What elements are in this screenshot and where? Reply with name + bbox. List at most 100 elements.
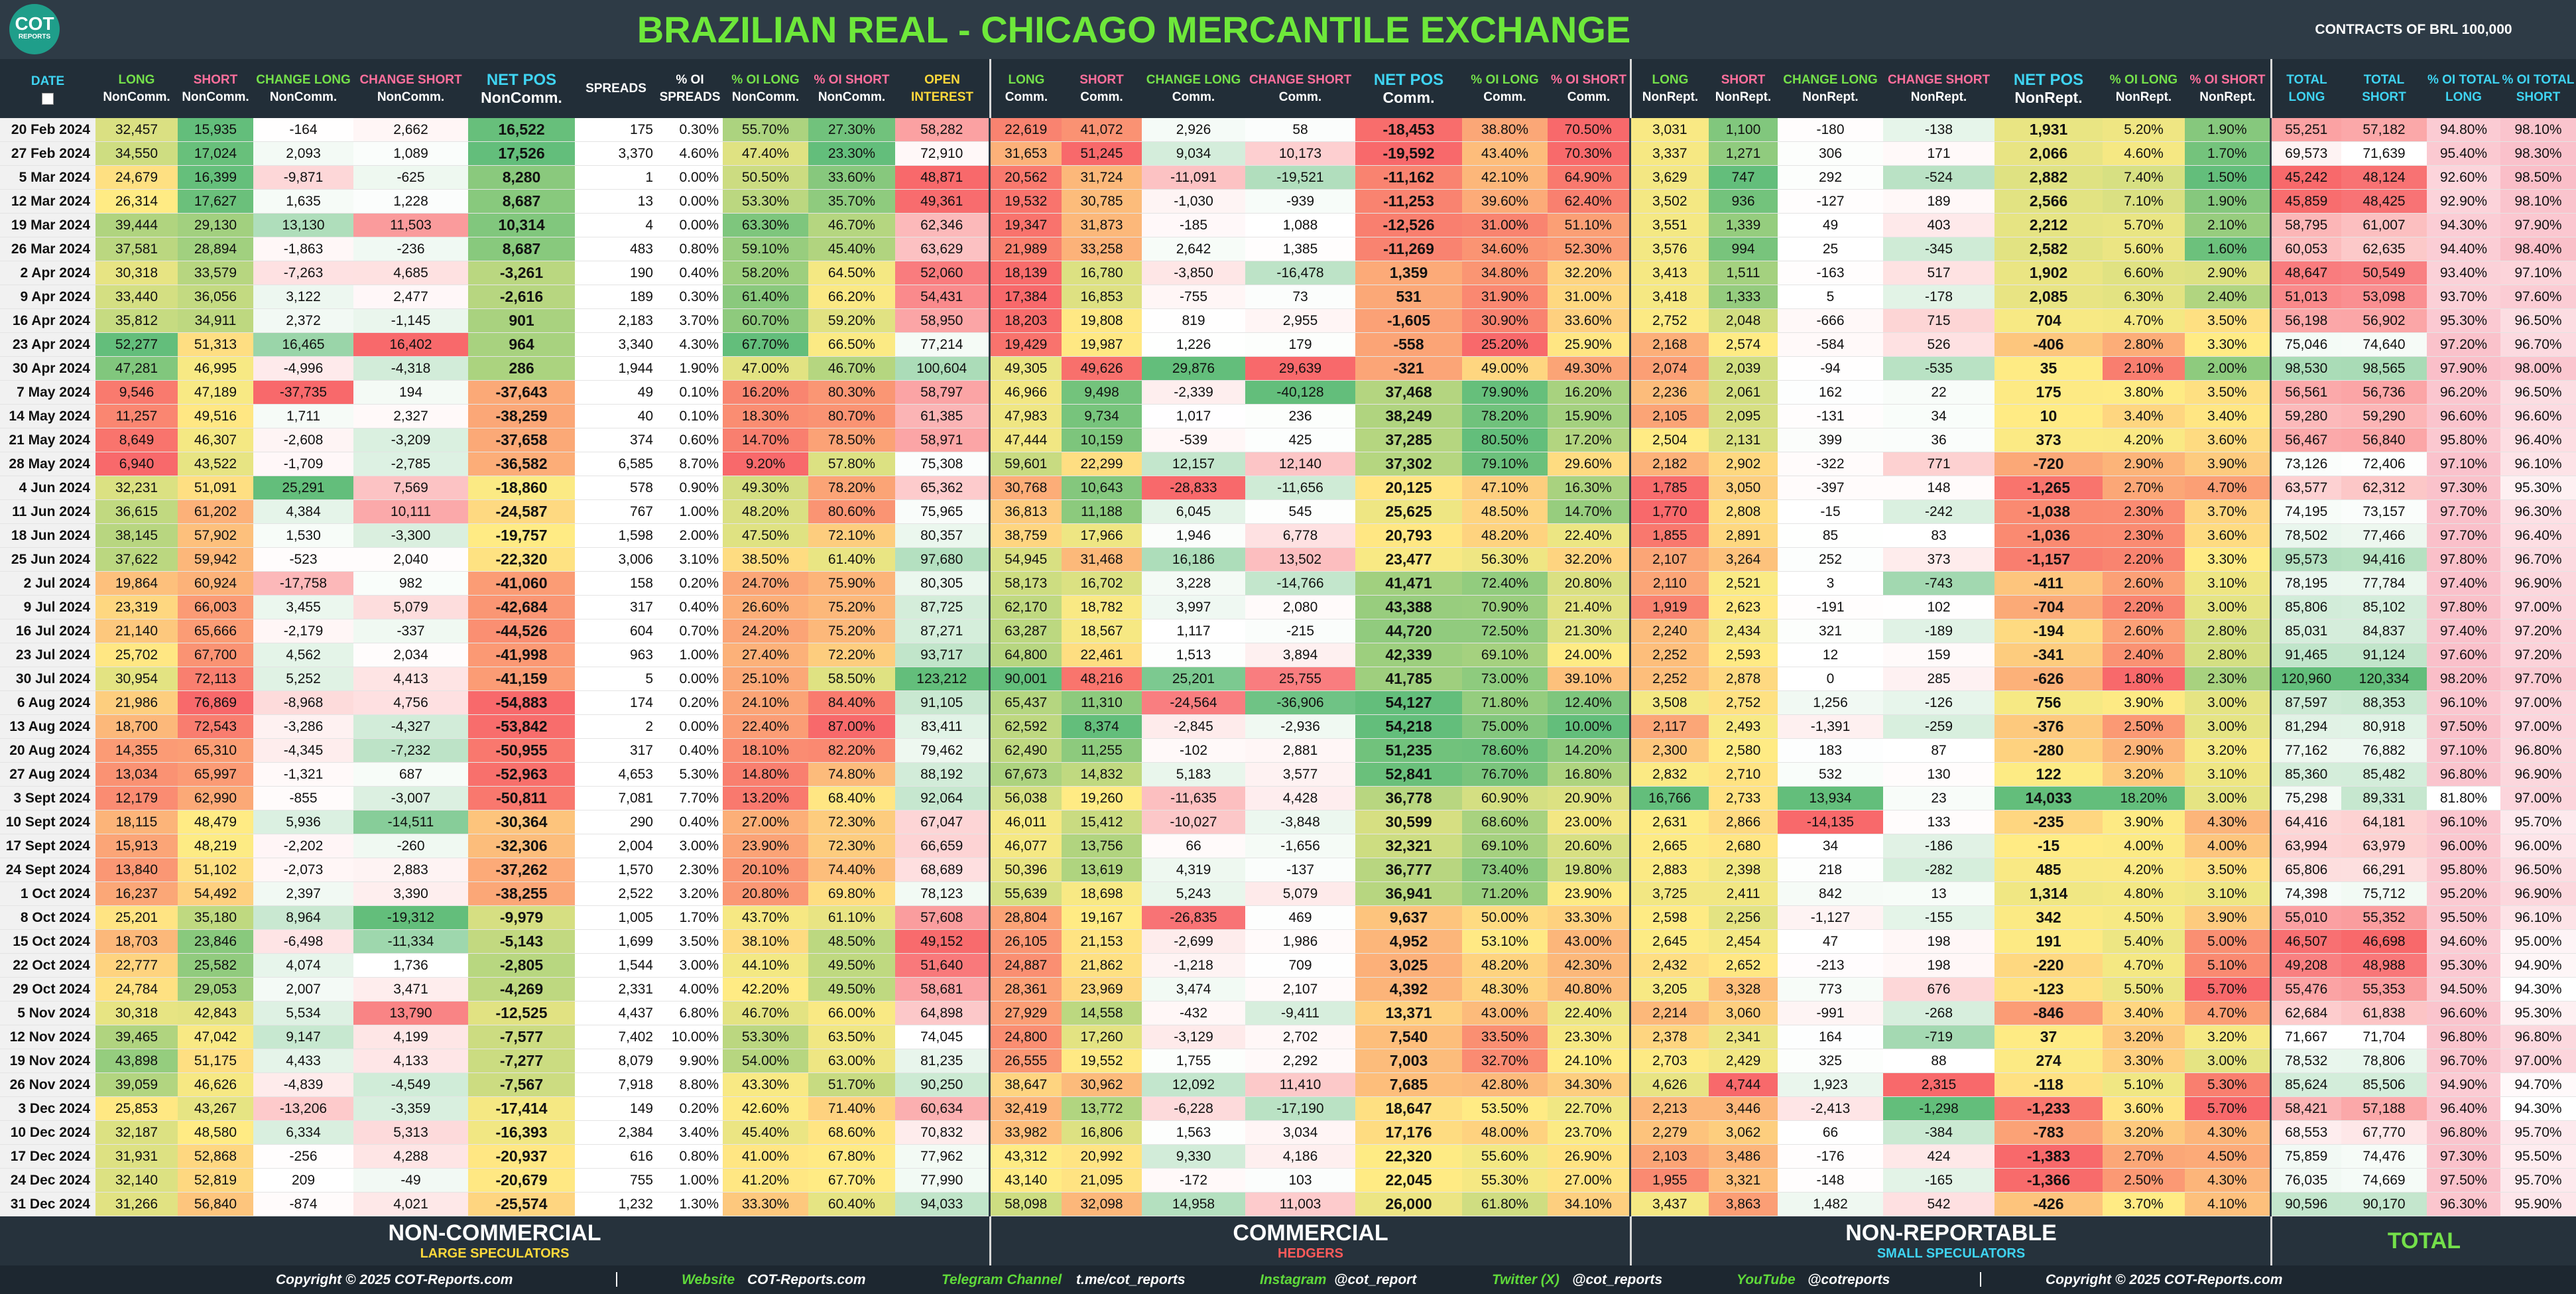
cell: 58,098 (988, 1192, 1062, 1216)
cell: 31.90% (1462, 285, 1548, 309)
cell: 687 (353, 762, 468, 787)
cell-text: 4.70% (2124, 312, 2164, 328)
cell: 17 Dec 2024 (0, 1144, 95, 1169)
cell-text: 3.90% (2207, 456, 2247, 472)
cell-text: 96.90% (2514, 885, 2562, 901)
cell-text: 3,264 (1725, 551, 1761, 567)
cell-text: 30,318 (115, 1005, 158, 1021)
cell-text: 97.00% (2514, 718, 2562, 734)
cell: -180 (1778, 118, 1883, 142)
cell: 3.10% (2185, 571, 2270, 596)
cell: 2,623 (1709, 595, 1778, 619)
header-text: % OI SHORT (814, 72, 890, 87)
cell-text: 22,299 (1080, 456, 1123, 472)
group-name: NON-REPORTABLE (1845, 1220, 2057, 1246)
cell-text: 3.30% (2207, 336, 2247, 352)
cell: 52,060 (895, 261, 989, 285)
cell-text: 46,077 (1005, 838, 1048, 854)
cell-text: 3,894 (1282, 647, 1318, 663)
group-label: NON-REPORTABLE SMALL SPECULATORS (1630, 1216, 2270, 1265)
link[interactable]: COT-Reports.com (747, 1272, 866, 1287)
cell: 4,433 (253, 1049, 353, 1073)
cell: 2.90% (2103, 738, 2185, 763)
cell: 21.30% (1548, 619, 1630, 643)
cell: 9.20% (723, 452, 808, 476)
cell-text: 23.30% (1564, 1029, 1612, 1045)
cell: 5.70% (2103, 213, 2185, 237)
row: 8 Oct 2024 25,201 35,180 8,964 -19,312 -9,979… (0, 905, 2576, 930)
cell: 80,305 (895, 571, 989, 596)
cell: 2,645 (1628, 929, 1709, 954)
cell: 17.20% (1548, 428, 1630, 452)
cell: 2,327 (353, 404, 468, 428)
cell-text: -1,218 (1174, 957, 1213, 973)
cell: 29.60% (1548, 452, 1630, 476)
cell: 2.30% (657, 858, 723, 882)
cell-text: 526 (1927, 336, 1951, 352)
cell-text: 85,806 (2285, 599, 2328, 615)
cell: 290 (575, 810, 657, 834)
cell-text: 75,859 (2285, 1148, 2328, 1164)
cell: 4,653 (575, 762, 657, 787)
cell-text: 88,353 (2362, 694, 2406, 710)
cell-text: 17,024 (194, 145, 237, 161)
cell: 33.50% (1462, 1025, 1548, 1049)
cell-text: 1,089 (393, 145, 428, 161)
cell: -720 (1994, 452, 2103, 476)
cell-text: -626 (2033, 670, 2064, 687)
cell: 49.30% (1548, 356, 1630, 381)
cell: 16 Jul 2024 (0, 619, 95, 643)
cell-text: 5.10% (2207, 957, 2247, 973)
cell-text: 9,034 (1176, 145, 1211, 161)
cell-text: 59,290 (2362, 408, 2406, 424)
cell-text: 94.80% (2439, 121, 2488, 137)
cell-text: 97.20% (2514, 647, 2562, 663)
cell: 2 Jul 2024 (0, 571, 95, 596)
cell: 62,990 (178, 786, 253, 810)
filter-button[interactable] (42, 92, 54, 105)
cell: 49.00% (1462, 356, 1548, 381)
cell-text: 75.00% (1481, 718, 1529, 734)
cell: 88,353 (2341, 690, 2427, 715)
group-name: TOTAL (2387, 1228, 2461, 1254)
link[interactable]: @cot_report (1334, 1272, 1417, 1287)
cell: 16,780 (1062, 261, 1142, 285)
cell: 2,882 (1994, 165, 2103, 190)
cell-text: 84.40% (828, 694, 876, 710)
cell-text: 34.80% (1481, 265, 1529, 281)
cell-text: 60,924 (194, 575, 237, 591)
cell: 485 (1994, 858, 2103, 882)
cell: 16,806 (1062, 1120, 1142, 1145)
cell: -36,582 (468, 452, 575, 476)
cell: 19,347 (988, 213, 1062, 237)
link[interactable]: @cot_reports (1572, 1272, 1663, 1287)
cell: -524 (1883, 165, 1994, 190)
cell: 46,507 (2269, 929, 2341, 954)
cell: 3,228 (1142, 571, 1245, 596)
cell: 42.30% (1548, 953, 1630, 978)
link[interactable]: @cotreports (1808, 1272, 1890, 1287)
cell-text: -411 (2034, 574, 2063, 592)
cell-text: 48,871 (920, 169, 963, 185)
cell-text: 78.50% (828, 432, 876, 448)
copyright: Copyright © 2025 COT-Reports.com (2046, 1272, 2283, 1287)
cell-text: 30,962 (1080, 1076, 1123, 1092)
cell: 96.50% (2500, 858, 2576, 882)
cell: 30,318 (95, 261, 178, 285)
cell: 94.60% (2427, 929, 2500, 954)
cell-text: 81,235 (920, 1053, 963, 1068)
cell-text: 95.30% (2439, 312, 2488, 328)
cell: 819 (1142, 308, 1245, 333)
cell-text: 41,072 (1080, 121, 1123, 137)
cell-text: 3,050 (1725, 480, 1761, 495)
cell: 77,214 (895, 332, 989, 357)
cell: 4.50% (2103, 905, 2185, 930)
cell: 37,302 (1355, 452, 1462, 476)
link[interactable]: t.me/cot_reports (1076, 1272, 1186, 1287)
cell-text: -123 (2033, 980, 2064, 998)
cell-text: 97.90% (2514, 217, 2562, 233)
cell-text: 3,413 (1652, 265, 1687, 281)
cell-text: 50,396 (1005, 862, 1048, 877)
cell-text: 34 (1931, 408, 1947, 424)
cell-text: 2.10% (2124, 360, 2164, 376)
